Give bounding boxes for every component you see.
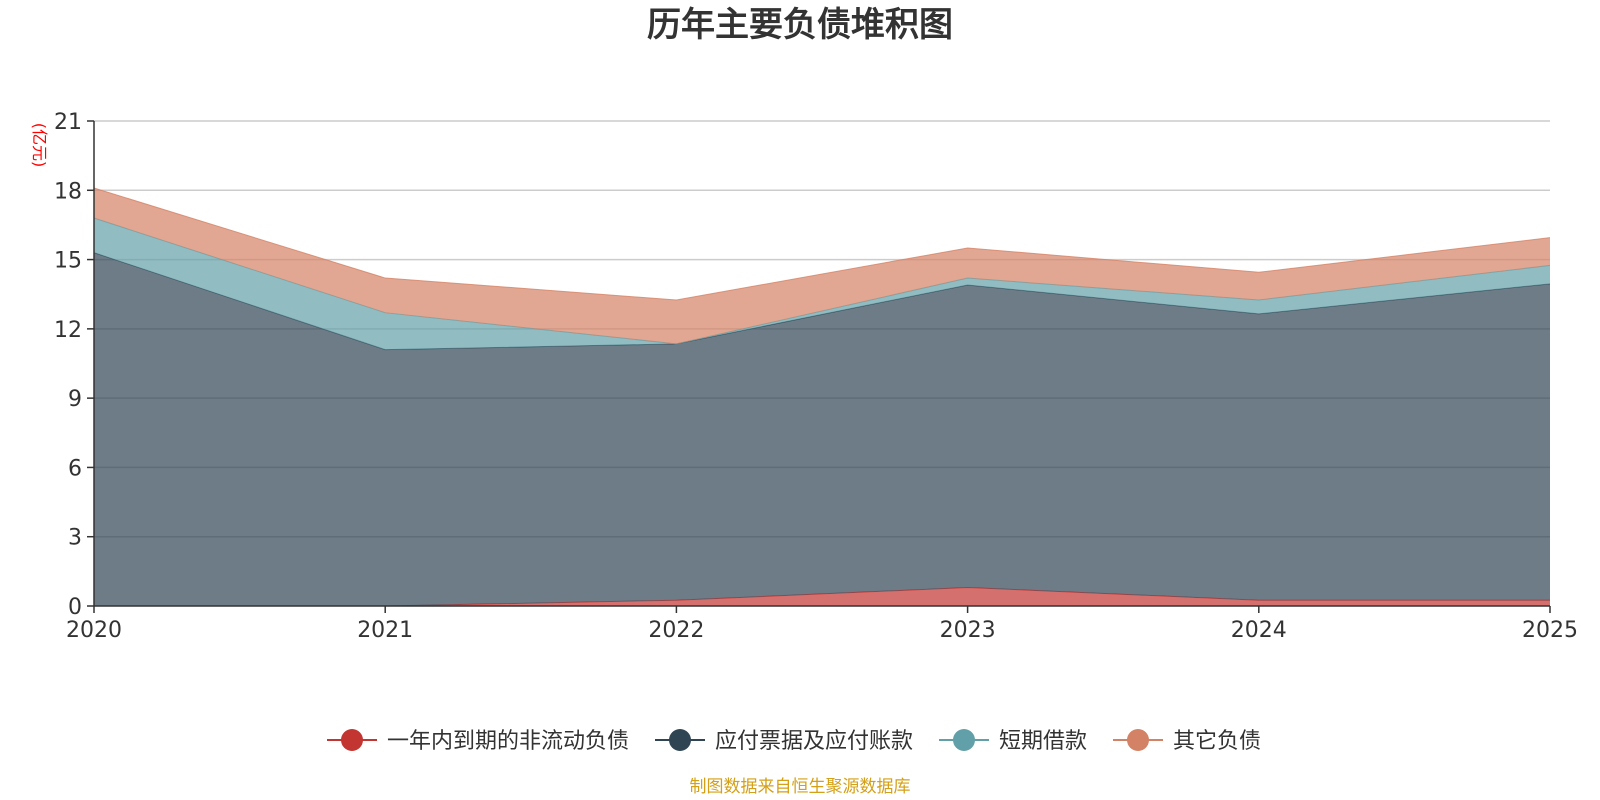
legend-marker-icon-0 xyxy=(341,729,363,751)
x-tick-label-2: 2022 xyxy=(648,618,704,643)
legend-item-3[interactable]: 其它负债 xyxy=(1113,729,1261,754)
y-tick-label-0: 0 xyxy=(68,595,82,620)
legend-item-2[interactable]: 短期借款 xyxy=(939,729,1087,754)
legend-marker-icon-2 xyxy=(953,729,975,751)
x-tick-label-1: 2021 xyxy=(357,618,413,643)
area-series-1 xyxy=(94,252,1550,606)
x-tick-label-3: 2023 xyxy=(940,618,996,643)
legend-label-3: 其它负债 xyxy=(1173,729,1261,754)
legend-item-1[interactable]: 应付票据及应付账款 xyxy=(655,729,913,754)
y-tick-label-2: 6 xyxy=(68,456,82,481)
axes: 0 3 6 9 12 15 18 21 2020 2021 2022 2023 2024 2025 xyxy=(54,110,1578,643)
y-tick-label-6: 18 xyxy=(54,179,82,204)
area-edge-series-3 xyxy=(93,187,1551,301)
stacked-areas xyxy=(93,187,1551,607)
y-tick-label-3: 9 xyxy=(68,387,82,412)
legend-item-0[interactable]: 一年内到期的非流动负债 xyxy=(327,729,629,754)
legend-label-1: 应付票据及应付账款 xyxy=(715,729,913,754)
y-tick-label-1: 3 xyxy=(68,526,82,551)
y-tick-label-7: 21 xyxy=(54,110,82,135)
legend-marker-icon-1 xyxy=(669,729,691,751)
legend-label-0: 一年内到期的非流动负债 xyxy=(387,729,629,754)
y-tick-label-5: 15 xyxy=(54,249,82,274)
x-tick-label-4: 2024 xyxy=(1231,618,1287,643)
legend-label-2: 短期借款 xyxy=(999,729,1087,754)
chart-title: 历年主要负债堆积图 xyxy=(647,5,953,45)
area-series-3 xyxy=(94,187,1550,344)
x-tick-label-5: 2025 xyxy=(1522,618,1578,643)
legend: 一年内到期的非流动负债 应付票据及应付账款 短期借款 其它负债 xyxy=(327,729,1261,754)
y-tick-label-4: 12 xyxy=(54,318,82,343)
source-note: 制图数据来自恒生聚源数据库 xyxy=(690,777,911,797)
y-axis-unit-label: (亿元) xyxy=(30,123,49,168)
legend-marker-icon-3 xyxy=(1127,729,1149,751)
area-series-0 xyxy=(94,587,1550,606)
x-tick-label-0: 2020 xyxy=(66,618,122,643)
